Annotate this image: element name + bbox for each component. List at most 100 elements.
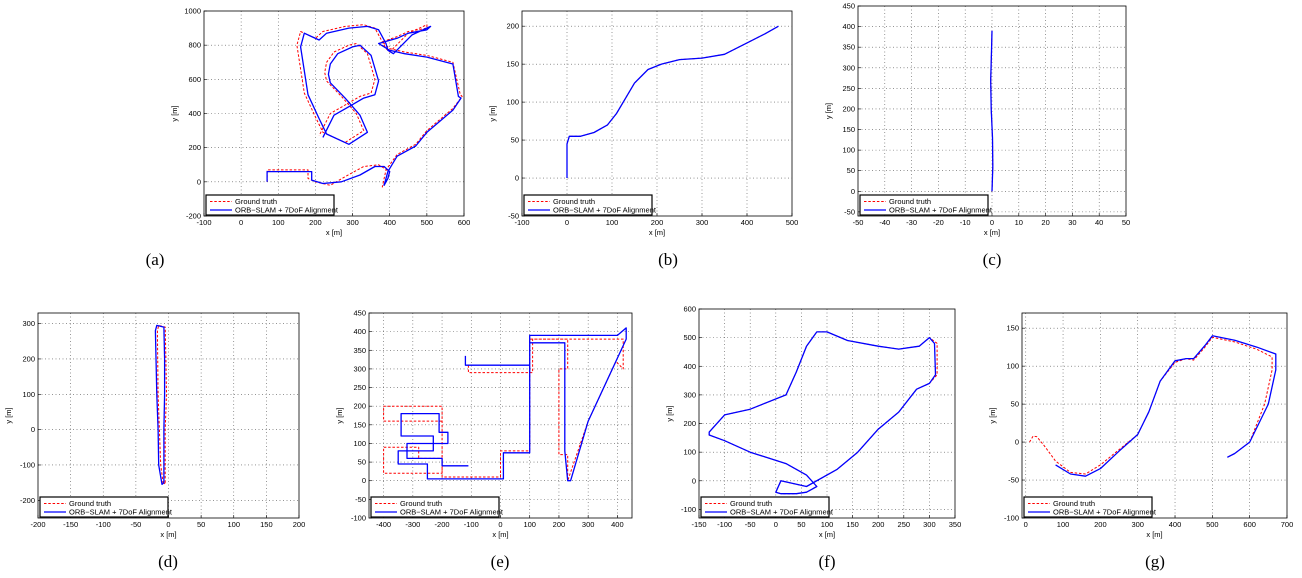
- panel-label: (b): [658, 250, 678, 269]
- x-tick-label: 250: [898, 520, 911, 529]
- y-tick-label: 0: [31, 425, 35, 434]
- x-tick-label: 10: [1015, 218, 1023, 227]
- y-tick-label: 250: [842, 84, 855, 93]
- x-tick-label: -10: [960, 218, 971, 227]
- x-tick-label: 300: [923, 520, 936, 529]
- y-tick-label: 500: [683, 333, 696, 342]
- legend-label-orb-slam: ORB−SLAM + 7DoF Alignment: [69, 508, 173, 517]
- legend-label-orb-slam: ORB−SLAM + 7DoF Alignment: [400, 508, 504, 517]
- y-tick-label: 100: [353, 439, 366, 448]
- panel-d: -200 -150 -100 -50 0 50 100 150 200 -200 -100 0 100 2…: [4, 312, 305, 571]
- y-axis-label: y [m]: [988, 407, 997, 423]
- x-tick-label: -300: [405, 520, 420, 529]
- y-tick-label: 450: [353, 309, 366, 318]
- panel-a: -100 0 100 200 300 400 500 600 -200 0 200 400 600 800…: [146, 7, 471, 270]
- y-tick-label: 200: [506, 22, 519, 31]
- legend-label-orb-slam: ORB−SLAM + 7DoF Alignment: [235, 206, 339, 215]
- y-tick-label: 50: [358, 458, 366, 467]
- x-tick-label: -200: [30, 520, 45, 529]
- y-tick-label: 300: [842, 63, 855, 72]
- y-tick-label: 600: [683, 305, 696, 314]
- y-tick-label: 200: [683, 419, 696, 428]
- legend-label-orb-slam: ORB−SLAM + 7DoF Alignment: [553, 206, 657, 215]
- series-orb-slam: [990, 30, 994, 192]
- legend-label-orb-slam: ORB−SLAM + 7DoF Alignment: [1053, 508, 1157, 517]
- x-tick-label: -50: [745, 520, 756, 529]
- y-tick-label: 0: [362, 476, 366, 485]
- x-tick-label: 150: [846, 520, 859, 529]
- y-tick-label: -50: [508, 212, 519, 221]
- y-tick-label: 200: [188, 143, 201, 152]
- panel-label: (f): [819, 552, 836, 571]
- series-orb-slam: [154, 324, 166, 486]
- y-tick-label: 400: [842, 22, 855, 31]
- x-tick-label: 300: [346, 218, 359, 227]
- legend-label-ground-truth: Ground truth: [69, 499, 111, 508]
- y-tick-label: 300: [353, 364, 366, 373]
- y-tick-label: -200: [20, 496, 35, 505]
- x-tick-label: 400: [1169, 520, 1182, 529]
- y-tick-label: -100: [1004, 514, 1019, 523]
- panel-label: (c): [983, 250, 1002, 269]
- x-tick-label: 400: [611, 520, 624, 529]
- x-tick-label: 50: [197, 520, 205, 529]
- x-tick-label: -50: [853, 218, 864, 227]
- x-tick-label: 150: [260, 520, 273, 529]
- y-axis-label: y [m]: [665, 405, 674, 421]
- y-tick-label: 150: [353, 420, 366, 429]
- x-tick-label: 100: [606, 218, 619, 227]
- x-tick-label: 50: [797, 520, 805, 529]
- y-tick-label: 300: [22, 319, 35, 328]
- x-tick-label: 200: [872, 520, 885, 529]
- legend-label-orb-slam: ORB−SLAM + 7DoF Alignment: [889, 206, 993, 215]
- legend-box: [523, 194, 653, 216]
- panel-label: (a): [146, 250, 165, 269]
- y-tick-label: 350: [353, 346, 366, 355]
- x-tick-label: 500: [421, 218, 434, 227]
- x-axis-label: x [m]: [984, 228, 1000, 237]
- x-tick-label: 20: [1041, 218, 1049, 227]
- x-tick-label: 500: [1206, 520, 1219, 529]
- x-tick-label: -150: [63, 520, 78, 529]
- x-tick-label: 400: [741, 218, 754, 227]
- legend-label-ground-truth: Ground truth: [730, 499, 772, 508]
- series-ground-truth: [383, 338, 624, 482]
- y-tick-label: 300: [683, 390, 696, 399]
- y-axis-label: y [m]: [335, 407, 344, 423]
- legend-box: [1023, 496, 1153, 518]
- series-ground-truth: [156, 324, 167, 485]
- y-tick-label: -50: [844, 207, 855, 216]
- plot-background: [699, 309, 955, 518]
- y-axis-label: y [m]: [824, 103, 833, 119]
- x-tick-label: -100: [514, 218, 529, 227]
- y-tick-label: 150: [1006, 324, 1019, 333]
- x-tick-label: 40: [1095, 218, 1103, 227]
- y-tick-label: 200: [353, 402, 366, 411]
- y-tick-label: 100: [22, 390, 35, 399]
- y-tick-label: 250: [353, 383, 366, 392]
- x-tick-label: 500: [786, 218, 799, 227]
- x-tick-label: 200: [651, 218, 664, 227]
- legend-box: [700, 496, 830, 518]
- x-tick-label: 0: [239, 218, 243, 227]
- panel-label: (e): [491, 552, 510, 571]
- x-tick-label: 100: [272, 218, 285, 227]
- panel-g: 0 100 200 300 400 500 600 700 -100 -50 0 50 100 150 x …: [988, 312, 1293, 571]
- x-tick-label: 350: [949, 520, 962, 529]
- panel-label: (d): [158, 552, 178, 571]
- y-tick-label: 100: [842, 146, 855, 155]
- x-tick-label: 0: [166, 520, 170, 529]
- x-tick-label: 600: [458, 218, 471, 227]
- x-tick-label: -100: [464, 520, 479, 529]
- y-tick-label: -50: [355, 495, 366, 504]
- x-axis-label: x [m]: [819, 530, 835, 539]
- x-tick-label: 300: [1131, 520, 1144, 529]
- x-tick-label: -400: [376, 520, 391, 529]
- x-axis-label: x [m]: [492, 530, 508, 539]
- x-tick-label: -100: [96, 520, 111, 529]
- x-tick-label: -40: [879, 218, 890, 227]
- series-orb-slam: [397, 327, 627, 482]
- x-tick-label: -200: [435, 520, 450, 529]
